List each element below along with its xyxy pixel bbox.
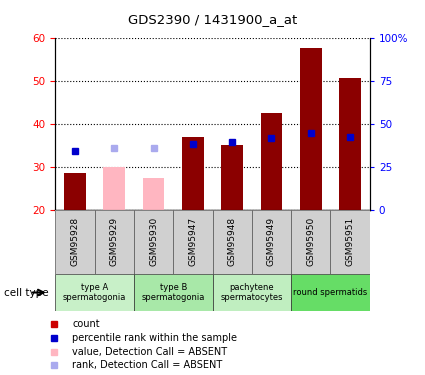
Text: GSM95948: GSM95948 bbox=[228, 217, 237, 266]
Text: count: count bbox=[72, 319, 100, 329]
Text: GSM95930: GSM95930 bbox=[149, 217, 158, 267]
Text: type B
spermatogonia: type B spermatogonia bbox=[142, 283, 205, 302]
Text: GDS2390 / 1431900_a_at: GDS2390 / 1431900_a_at bbox=[128, 13, 297, 26]
Text: GSM95951: GSM95951 bbox=[346, 217, 354, 267]
Bar bbox=[103, 167, 125, 210]
Bar bbox=[291, 274, 370, 311]
Bar bbox=[55, 210, 94, 274]
Bar bbox=[221, 146, 243, 210]
Bar bbox=[94, 210, 134, 274]
Bar bbox=[212, 274, 291, 311]
Bar bbox=[331, 210, 370, 274]
Bar bbox=[261, 113, 282, 210]
Bar bbox=[134, 210, 173, 274]
Text: GSM95950: GSM95950 bbox=[306, 217, 315, 267]
Bar bbox=[300, 48, 322, 210]
Text: round spermatids: round spermatids bbox=[293, 288, 368, 297]
Bar bbox=[134, 274, 212, 311]
Text: percentile rank within the sample: percentile rank within the sample bbox=[72, 333, 238, 343]
Text: type A
spermatogonia: type A spermatogonia bbox=[63, 283, 126, 302]
Bar bbox=[173, 210, 212, 274]
Text: GSM95949: GSM95949 bbox=[267, 217, 276, 266]
Bar bbox=[339, 78, 361, 210]
Bar bbox=[64, 173, 86, 210]
Text: GSM95947: GSM95947 bbox=[188, 217, 197, 266]
Bar bbox=[55, 274, 134, 311]
Text: rank, Detection Call = ABSENT: rank, Detection Call = ABSENT bbox=[72, 360, 223, 370]
Text: pachytene
spermatocytes: pachytene spermatocytes bbox=[221, 283, 283, 302]
Bar bbox=[252, 210, 291, 274]
Text: GSM95929: GSM95929 bbox=[110, 217, 119, 266]
Text: cell type: cell type bbox=[4, 288, 49, 297]
Bar bbox=[212, 210, 252, 274]
Bar bbox=[291, 210, 331, 274]
Text: GSM95928: GSM95928 bbox=[71, 217, 79, 266]
Text: value, Detection Call = ABSENT: value, Detection Call = ABSENT bbox=[72, 346, 227, 357]
Bar bbox=[182, 137, 204, 210]
Bar bbox=[143, 178, 164, 210]
